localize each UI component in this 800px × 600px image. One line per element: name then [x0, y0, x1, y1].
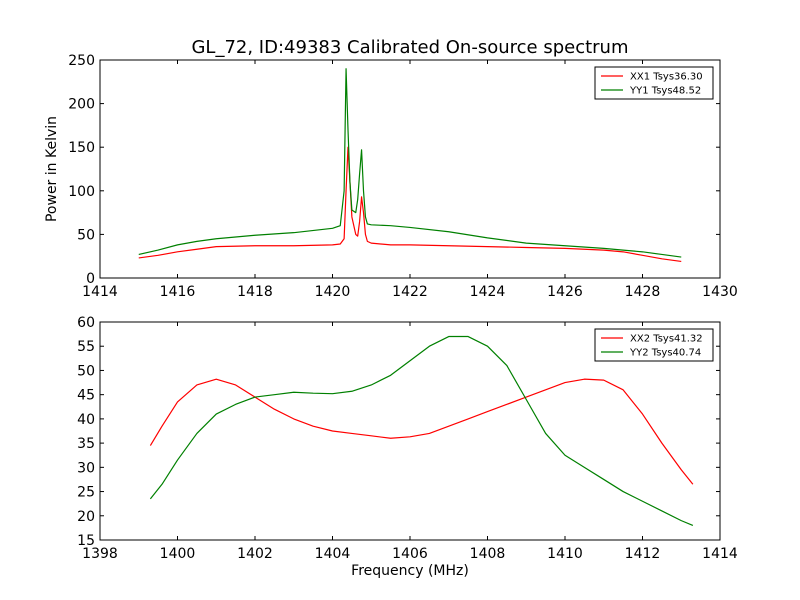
y-tick-label: 15	[77, 533, 95, 549]
legend-label: XX2 Tsys41.32	[630, 334, 703, 345]
x-tick-label: 1410	[547, 546, 583, 562]
x-tick-label: 1412	[625, 546, 661, 562]
series-line-2-2	[149, 335, 694, 527]
y-tick-label: 30	[77, 460, 95, 476]
y-tick-label: 200	[68, 97, 95, 113]
chart-panels: 1414 1416 1418 1420 1422 1424 1426 1428 14300501…	[44, 53, 738, 579]
y-tick-label: 55	[77, 339, 95, 355]
legend-box	[594, 328, 714, 362]
x-tick-label: 1414	[702, 546, 738, 562]
y-tick-label: 45	[77, 388, 95, 404]
y-tick-label: 250	[68, 53, 95, 69]
x-axis-label: Frequency (MHz)	[351, 563, 469, 579]
x-tick-label: 1430	[702, 284, 738, 300]
y-axis-label: Power in Kelvin	[44, 116, 60, 222]
x-tick-label: 1400	[160, 546, 196, 562]
legend-label: YY2 Tsys40.74	[629, 348, 701, 359]
y-tick-label: 60	[77, 315, 95, 331]
series-line-1-1	[138, 146, 682, 263]
x-tick-label: 1408	[470, 546, 506, 562]
x-tick-label: 1398	[82, 546, 118, 562]
x-tick-label: 1424	[470, 284, 506, 300]
series-line-2-1	[149, 378, 694, 485]
legend: XX2 Tsys41.32 YY2 Tsys40.74	[594, 328, 714, 362]
y-tick-label: 20	[77, 509, 95, 525]
y-tick-label: 35	[77, 436, 95, 452]
chart-panel-2: 1398 1400 1402 1404 1406 1408 1410 1412 1414 15 20…	[77, 315, 738, 579]
x-tick-label: 1428	[625, 284, 661, 300]
x-tick-label: 1402	[237, 546, 273, 562]
y-tick-label: 50	[77, 227, 95, 243]
y-tick-label: 150	[68, 140, 95, 156]
y-tick-label: 100	[68, 184, 95, 200]
y-tick-label: 40	[77, 412, 95, 428]
legend-box	[594, 66, 714, 100]
legend: XX1 Tsys36.30 YY1 Tsys48.52	[594, 66, 714, 100]
y-tick-label: 0	[86, 271, 95, 287]
y-tick-label: 25	[77, 485, 95, 501]
x-tick-label: 1414	[82, 284, 118, 300]
x-tick-label: 1422	[392, 284, 428, 300]
chart-panel-1: 1414 1416 1418 1420 1422 1424 1426 1428 1430 0 50 1…	[44, 53, 738, 300]
y-tick-label: 50	[77, 363, 95, 379]
x-tick-label: 1416	[160, 284, 196, 300]
figure-title: GL_72, ID:49383 Calibrated On-source spe…	[191, 37, 628, 58]
series-line-1-2	[138, 68, 682, 258]
x-tick-label: 1404	[315, 546, 351, 562]
legend-label: XX1 Tsys36.30	[630, 72, 703, 83]
x-tick-label: 1426	[547, 284, 583, 300]
x-tick-label: 1406	[392, 546, 428, 562]
x-tick-label: 1418	[237, 284, 273, 300]
x-tick-label: 1420	[315, 284, 351, 300]
legend-label: YY1 Tsys48.52	[629, 86, 701, 97]
